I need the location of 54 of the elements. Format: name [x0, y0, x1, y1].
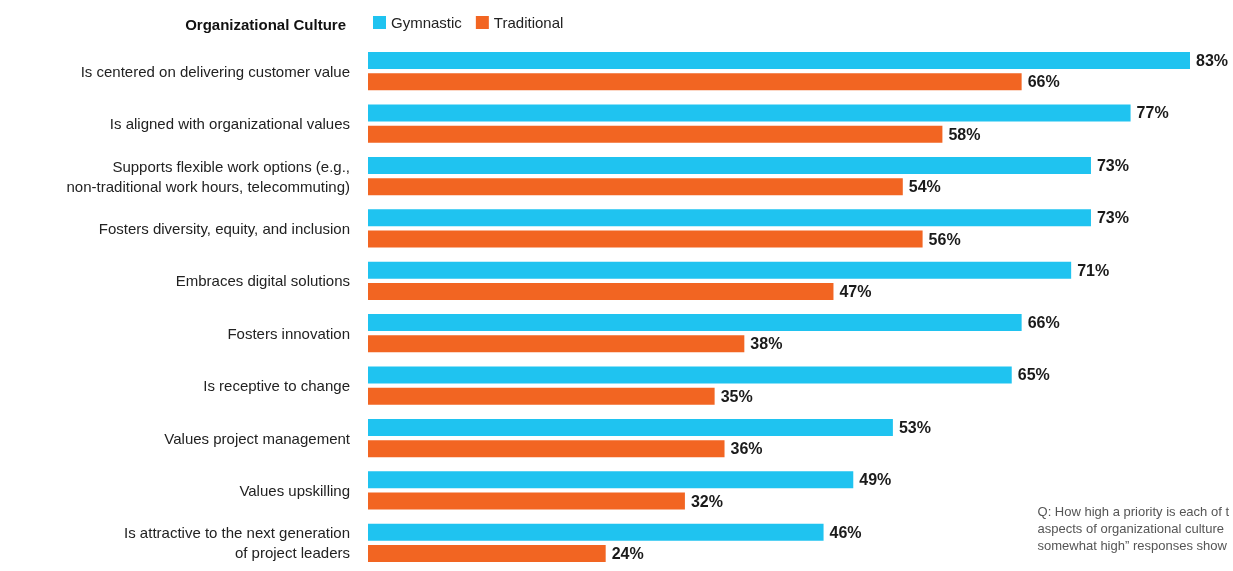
bar [368, 492, 685, 510]
y-tick-label: Embraces digital solutions [175, 272, 350, 290]
data-label: 54% [908, 178, 941, 196]
bar [368, 418, 893, 436]
bar [368, 209, 1091, 227]
bar [368, 523, 824, 541]
data-label: 83% [1196, 52, 1229, 70]
bar [368, 156, 1091, 174]
bar [368, 471, 854, 489]
bar [368, 440, 725, 458]
data-label: 66% [1027, 314, 1060, 332]
data-label: 71% [1077, 261, 1110, 279]
bar [368, 125, 943, 143]
bar [368, 230, 923, 248]
bar [368, 178, 903, 196]
y-tick-label: Fosters diversity, equity, and inclusion [98, 219, 350, 237]
bar [368, 104, 1131, 122]
bar [368, 335, 745, 353]
legend-label: Gymnastic [391, 14, 463, 31]
bar [368, 387, 715, 405]
data-label: 53% [898, 418, 931, 436]
y-tick-label: Values project management [164, 429, 351, 447]
data-label: 38% [750, 335, 783, 353]
bar [368, 261, 1072, 279]
bar [368, 52, 1190, 70]
data-label: 32% [690, 492, 723, 510]
legend-label: Traditional [493, 14, 564, 31]
data-label: 56% [928, 230, 961, 248]
y-tick-label: Is centered on delivering customer value [80, 62, 350, 80]
bar [368, 544, 606, 562]
y-tick-label: Supports flexible work options (e.g., non-traditional work hours, telecommuting) [66, 157, 350, 195]
y-tick-label: Is receptive to change [203, 377, 350, 395]
data-label: 47% [839, 282, 872, 300]
data-label: 66% [1027, 73, 1060, 91]
y-tick-label: Is aligned with organizational values [109, 115, 350, 133]
y-tick-label: Values upskilling [239, 481, 350, 499]
chart-title: Organizational Culture [185, 16, 347, 33]
data-label: 36% [730, 440, 763, 458]
data-label: 65% [1017, 366, 1050, 384]
data-label: 24% [611, 544, 644, 562]
data-label: 77% [1136, 104, 1169, 122]
annotation: Q: How high a priority is each of t aspects of organizational culture somewhat high” responses show [1037, 504, 1230, 553]
data-label: 58% [948, 125, 981, 143]
bar [368, 73, 1022, 91]
y-tick-label: Fosters innovation [227, 324, 350, 342]
data-label: 35% [720, 387, 753, 405]
bar [368, 314, 1022, 332]
data-label: 73% [1096, 156, 1129, 174]
bar [368, 366, 1012, 384]
bar [368, 282, 834, 300]
data-label: 73% [1096, 209, 1129, 227]
data-label: 49% [859, 471, 892, 489]
data-label: 46% [829, 523, 862, 541]
y-tick-label: Is attractive to the next generation of project leaders [124, 524, 350, 562]
